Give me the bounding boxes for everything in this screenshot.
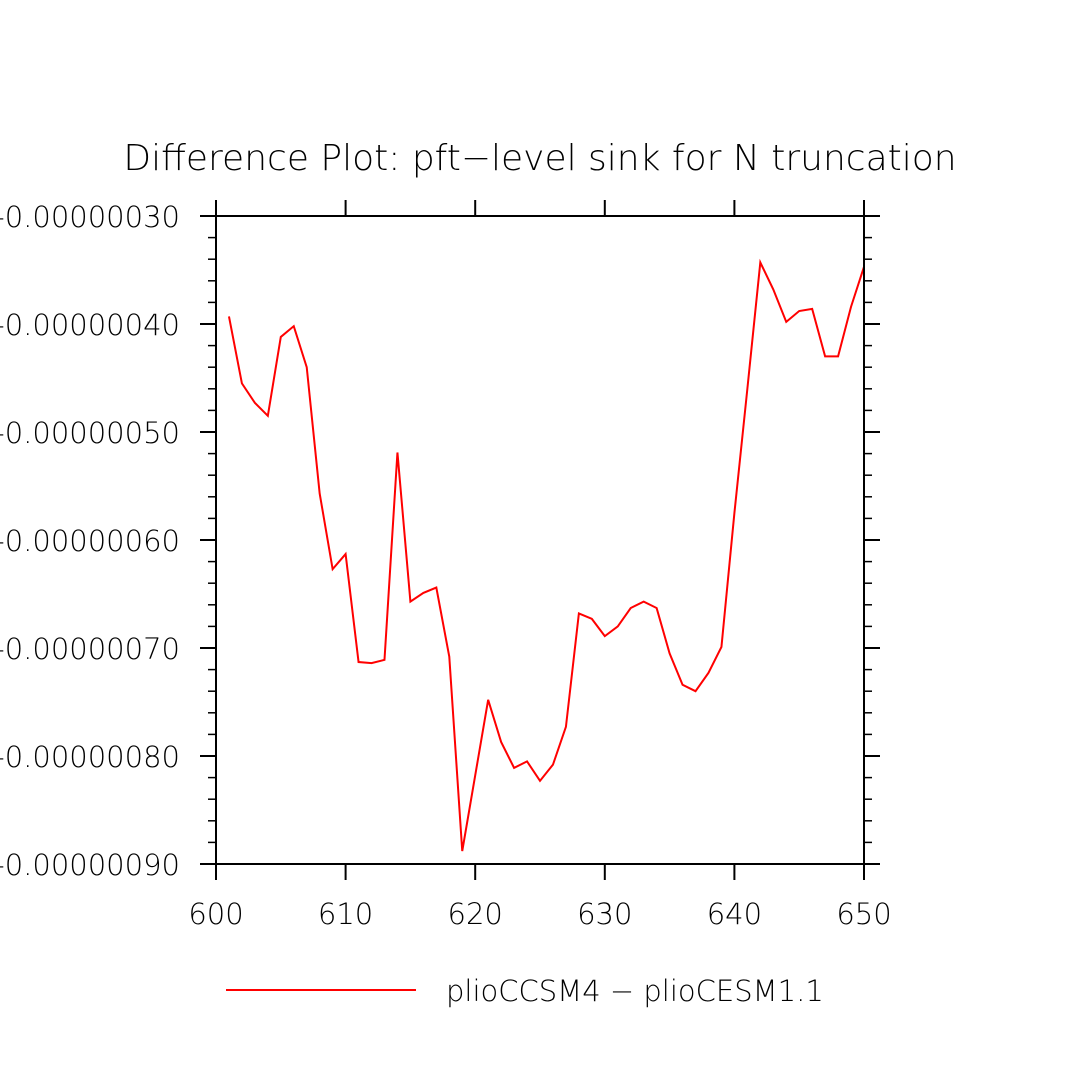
series-layer <box>227 258 865 852</box>
y-tick-label: -0.00000070 <box>0 632 180 666</box>
x-tick-label: 600 <box>188 897 243 931</box>
x-tick-label: 640 <box>707 897 762 931</box>
legend-label: plioCCSM4 − plioCESM1.1 <box>446 974 824 1008</box>
x-tick-label: 610 <box>318 897 373 931</box>
axis-ticks <box>200 200 880 880</box>
y-tick-label: -0.00000050 <box>0 416 180 450</box>
y-tick-label: -0.00000090 <box>0 848 180 882</box>
x-tick-label: 630 <box>577 897 632 931</box>
y-tick-label: -0.00000030 <box>0 200 180 234</box>
plot-frame <box>215 215 865 865</box>
y-tick-label: -0.00000040 <box>0 308 180 342</box>
series-line <box>227 258 865 852</box>
y-tick-label: -0.00000080 <box>0 740 180 774</box>
x-tick-label: 650 <box>836 897 891 931</box>
y-tick-label: -0.00000060 <box>0 524 180 558</box>
tick-labels: 600 610 620 630 640 650 -0.00000030 -0.00000040… <box>0 200 892 931</box>
chart-title: Difference Plot: pft−level sink for N tr… <box>123 138 956 179</box>
legend: plioCCSM4 − plioCESM1.1 <box>226 974 824 1008</box>
x-tick-label: 620 <box>448 897 503 931</box>
